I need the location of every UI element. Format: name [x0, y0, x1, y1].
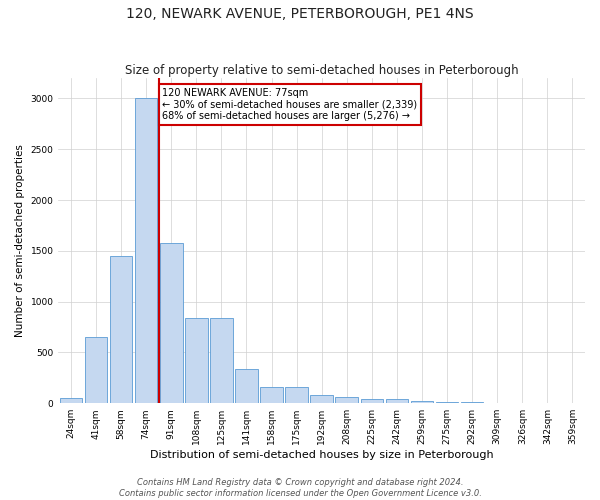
Bar	[511, 402, 533, 403]
Text: 120, NEWARK AVENUE, PETERBOROUGH, PE1 4NS: 120, NEWARK AVENUE, PETERBOROUGH, PE1 4N…	[126, 8, 474, 22]
Bar	[436, 402, 458, 403]
Bar	[110, 256, 133, 403]
X-axis label: Distribution of semi-detached houses by size in Peterborough: Distribution of semi-detached houses by …	[150, 450, 494, 460]
Bar	[185, 318, 208, 403]
Bar	[335, 397, 358, 403]
Bar	[85, 337, 107, 403]
Bar	[310, 395, 333, 403]
Bar	[235, 368, 258, 403]
Text: 120 NEWARK AVENUE: 77sqm
← 30% of semi-detached houses are smaller (2,339)
68% o: 120 NEWARK AVENUE: 77sqm ← 30% of semi-d…	[163, 88, 418, 121]
Bar	[210, 318, 233, 403]
Y-axis label: Number of semi-detached properties: Number of semi-detached properties	[15, 144, 25, 337]
Bar	[411, 401, 433, 403]
Bar	[260, 387, 283, 403]
Bar	[461, 402, 484, 403]
Bar	[160, 242, 182, 403]
Bar	[286, 387, 308, 403]
Title: Size of property relative to semi-detached houses in Peterborough: Size of property relative to semi-detach…	[125, 64, 518, 77]
Text: Contains HM Land Registry data © Crown copyright and database right 2024.
Contai: Contains HM Land Registry data © Crown c…	[119, 478, 481, 498]
Bar	[486, 402, 509, 403]
Bar	[135, 98, 157, 403]
Bar	[386, 399, 408, 403]
Bar	[361, 399, 383, 403]
Bar	[59, 398, 82, 403]
